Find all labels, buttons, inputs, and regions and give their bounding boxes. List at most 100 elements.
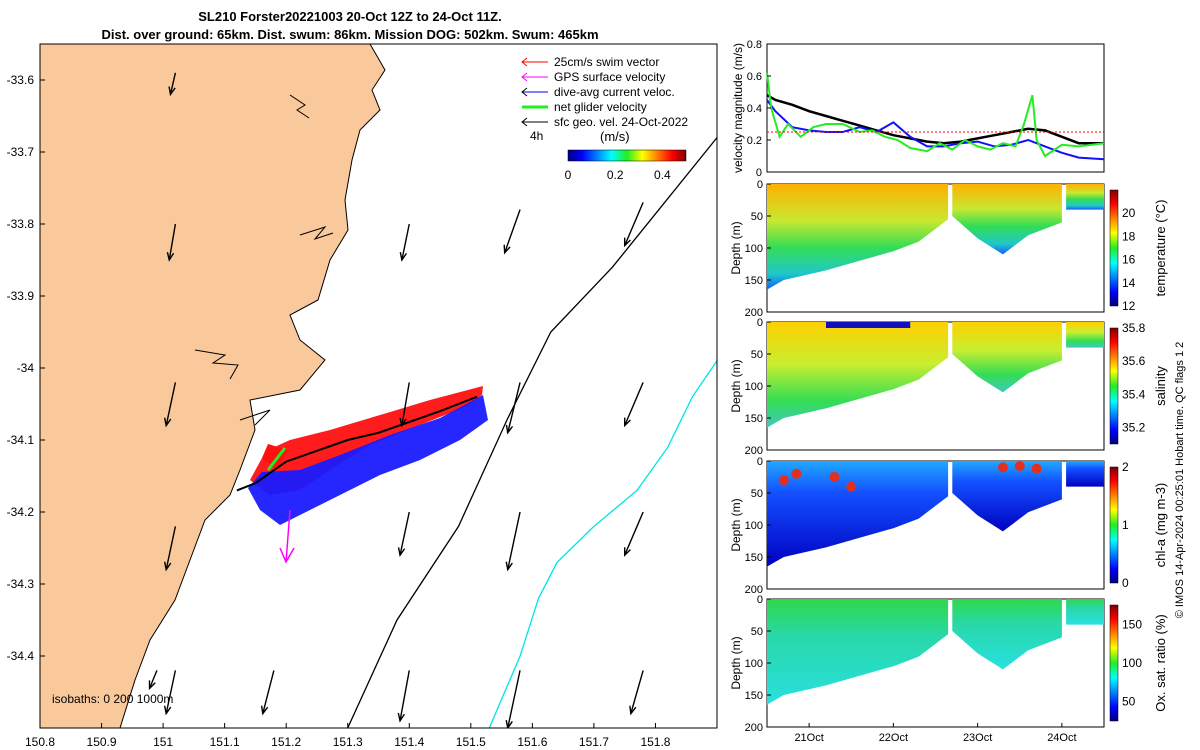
chl-patch xyxy=(791,468,802,479)
geo-vector-head xyxy=(623,417,631,428)
geo-vector xyxy=(507,670,521,728)
track-line xyxy=(236,395,478,492)
depth-axis-label: Depth (m) xyxy=(729,636,743,689)
x-tick-label: 151.3 xyxy=(333,735,363,749)
geo-vector-head xyxy=(260,705,269,716)
chl-patch xyxy=(997,462,1008,473)
y-tick-label: -33.6 xyxy=(7,73,35,87)
geo-vector xyxy=(624,382,644,426)
depth-tick-label: 150 xyxy=(745,275,763,287)
section-fill-a xyxy=(767,322,949,428)
geo-vector xyxy=(165,382,177,426)
x-tick-label: 151.1 xyxy=(210,735,240,749)
y-tick-label: -33.9 xyxy=(7,289,35,303)
section-fill-c xyxy=(1066,322,1104,348)
depth-tick-label: 100 xyxy=(745,243,763,255)
velocity-series xyxy=(766,72,1105,161)
geo-vector xyxy=(165,526,177,570)
isobath-200m xyxy=(347,137,717,728)
geo-vector-head xyxy=(623,547,631,557)
depth-tick-label: 50 xyxy=(751,626,763,638)
section-fill-a xyxy=(767,184,949,290)
section-panels: 0 0.2 0.4 0.6 0.8 velocity magnitude (m/s) 0… xyxy=(729,39,1168,744)
geo-vector-head xyxy=(397,547,406,557)
x-tick-label: 151.8 xyxy=(640,735,670,749)
geo-vector xyxy=(507,382,521,433)
chl-patch xyxy=(829,472,840,482)
geo-vector xyxy=(401,382,410,426)
vel-y-tick-label: 0 xyxy=(756,167,762,179)
vel-y-tick-label: 0.4 xyxy=(747,103,762,115)
depth-tick-label: 100 xyxy=(745,381,763,393)
colorbar-tick-label: 35.2 xyxy=(1122,420,1146,434)
x-tick-label: 151.7 xyxy=(579,735,609,749)
chl-patch xyxy=(778,475,789,486)
date-tick-label: 22Oct xyxy=(879,732,908,744)
geo-velocity-line xyxy=(766,94,1104,145)
geo-vector-head xyxy=(399,417,407,428)
depth-tick-label: 0 xyxy=(757,179,763,191)
colorbar-tick-label: 12 xyxy=(1122,299,1136,313)
geo-vector-head xyxy=(503,244,511,255)
x-tick-label: 151.6 xyxy=(517,735,547,749)
speed-colorbar xyxy=(567,149,687,162)
geo-vector xyxy=(630,670,644,714)
colorbar-tick-label: 2 xyxy=(1122,460,1129,474)
legend-dive: dive-avg current veloc. xyxy=(554,85,675,99)
geo-vector-head xyxy=(397,712,406,723)
colorbar-tick-label: 18 xyxy=(1122,229,1136,243)
geo-vector xyxy=(168,223,177,261)
section-colorbar xyxy=(1109,327,1119,445)
section-fill-b xyxy=(952,461,1062,532)
map-legend: 25cm/s swim vector GPS surface velocity … xyxy=(521,55,688,182)
x-tick-label: 150.8 xyxy=(25,735,55,749)
geo-vector xyxy=(624,202,644,246)
date-tick-label: 23Oct xyxy=(963,732,992,744)
low-salinity-band xyxy=(825,322,911,328)
section-fill-c xyxy=(1066,599,1104,625)
velocity-ticks: 0 0.2 0.4 0.6 0.8 xyxy=(747,39,771,179)
depth-tick-label: 200 xyxy=(745,722,763,734)
depth-tick-label: 50 xyxy=(751,488,763,500)
y-tick-label: -33.8 xyxy=(7,217,35,231)
depth-tick-label: 0 xyxy=(757,456,763,468)
geo-vector xyxy=(504,209,521,254)
geo-vector-head xyxy=(163,561,172,572)
depth-tick-label: 50 xyxy=(751,211,763,223)
section-fill-c xyxy=(1066,461,1104,487)
section-fill-b xyxy=(952,599,1062,670)
vel-y-tick-label: 0.6 xyxy=(747,71,762,83)
vel-y-tick-label: 0.2 xyxy=(747,135,762,147)
chl-patch xyxy=(1031,463,1042,474)
depth-axis-label: Depth (m) xyxy=(729,498,743,551)
y-tick-label: -33.7 xyxy=(7,145,35,159)
geo-vector xyxy=(169,72,177,95)
glider-map: 150.8 150.9 151 151.1 151.2 151.3 151.4 151.5 15… xyxy=(7,43,718,749)
geo-vector-head xyxy=(629,705,637,716)
section-colorbar xyxy=(1109,466,1119,584)
land xyxy=(40,44,386,728)
x-tick-label: 151.2 xyxy=(271,735,301,749)
colorbar-tick-label: 0 xyxy=(1122,576,1129,590)
geo-vector-head xyxy=(399,252,407,262)
geo-vector xyxy=(399,511,410,556)
colorbar-label: temperature (°C) xyxy=(1153,200,1168,297)
velocity-ylabel: velocity magnitude (m/s) xyxy=(731,43,745,173)
section-colorbar xyxy=(1109,189,1119,307)
colorbar-ticks: 0 0.2 0.4 xyxy=(565,168,671,182)
x-tick-label: 150.9 xyxy=(87,735,117,749)
colorbar-label: chl-a (mg m-3) xyxy=(1153,483,1168,568)
gps-arrow-head xyxy=(279,547,295,564)
depth-tick-label: 0 xyxy=(757,594,763,606)
title-line-1: SL210 Forster20221003 20-Oct 12Z to 24-O… xyxy=(198,9,502,24)
isobaths-label: isobaths: 0 200 1000m xyxy=(52,692,173,706)
geo-vector-head xyxy=(168,86,176,97)
depth-tick-label: 150 xyxy=(745,413,763,425)
colorbar-tick-label: 16 xyxy=(1122,253,1136,267)
depth-axis-label: Depth (m) xyxy=(729,221,743,274)
y-tick-label: -34.1 xyxy=(7,433,35,447)
colorbar-units: (m/s) xyxy=(600,129,630,144)
legend-swim: 25cm/s swim vector xyxy=(554,55,659,69)
colorbar-tick-label: 50 xyxy=(1122,695,1136,709)
